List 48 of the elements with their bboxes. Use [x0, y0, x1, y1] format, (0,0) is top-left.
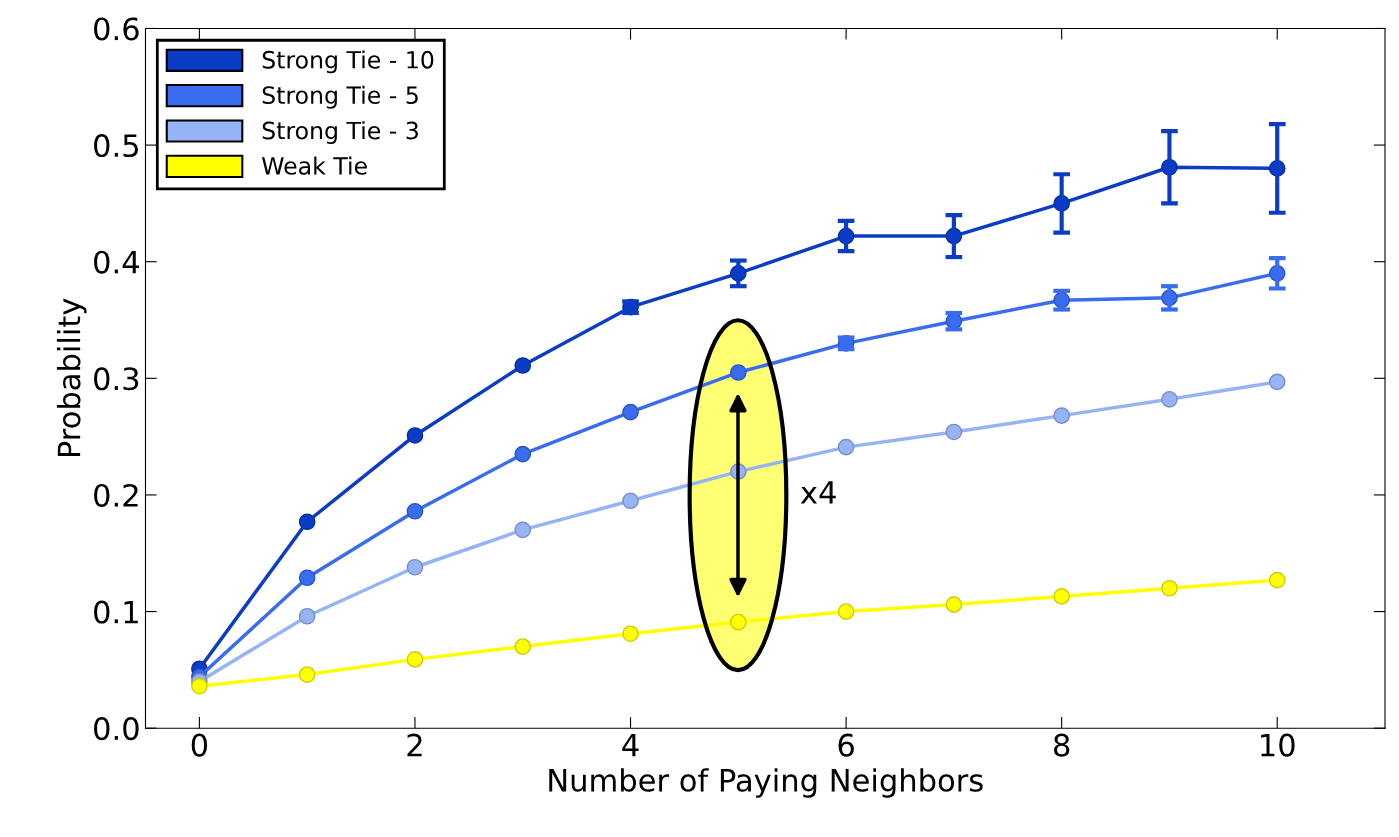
y-axis-title: Probability	[56, 298, 87, 457]
point	[406, 651, 424, 668]
legend-label: Strong Tie - 10	[262, 50, 434, 74]
point	[298, 569, 316, 587]
y-tick-label: 0.6	[94, 17, 139, 41]
point	[1053, 407, 1070, 424]
point	[1268, 571, 1286, 589]
point	[298, 666, 316, 683]
point	[729, 613, 747, 631]
x-tick-label: 6	[838, 733, 854, 757]
y-tick-label: 0.1	[94, 600, 138, 624]
point	[406, 427, 424, 444]
x-tick-label: 2	[407, 733, 422, 757]
point	[837, 438, 855, 456]
x-axis-title: Number of Paying Neighbors	[549, 768, 983, 798]
point	[729, 364, 747, 381]
point	[1161, 579, 1178, 597]
point	[622, 625, 639, 643]
annotation: x4	[800, 481, 836, 504]
x-tick-label: 8	[1054, 733, 1070, 757]
x-tick-label: 10	[1261, 733, 1295, 757]
point	[298, 607, 316, 625]
legend-label: Weak Tie	[261, 156, 367, 175]
y-tick-label: 0.5	[94, 134, 138, 158]
point	[1268, 373, 1286, 391]
point	[514, 357, 532, 374]
x-tick-label: 0	[191, 733, 208, 757]
point	[837, 603, 855, 620]
point	[945, 423, 963, 441]
point	[514, 638, 532, 655]
legend-label: Strong Tie - 3	[262, 121, 418, 145]
point	[1053, 588, 1070, 605]
point	[406, 502, 424, 520]
point	[406, 558, 424, 576]
point	[514, 445, 532, 463]
point	[622, 403, 639, 421]
y-tick-label: 0.2	[94, 483, 138, 507]
point	[514, 521, 532, 539]
y-tick-label: 0.0	[94, 717, 139, 741]
point	[622, 492, 639, 510]
y-tick-label: 0.3	[94, 367, 139, 391]
point	[298, 513, 316, 531]
point	[191, 677, 208, 695]
y-tick-label: 0.4	[94, 250, 139, 274]
legend-label: Strong Tie - 5	[262, 85, 418, 109]
point	[945, 596, 963, 613]
x-tick-label: 4	[622, 733, 639, 757]
point	[1161, 390, 1178, 408]
